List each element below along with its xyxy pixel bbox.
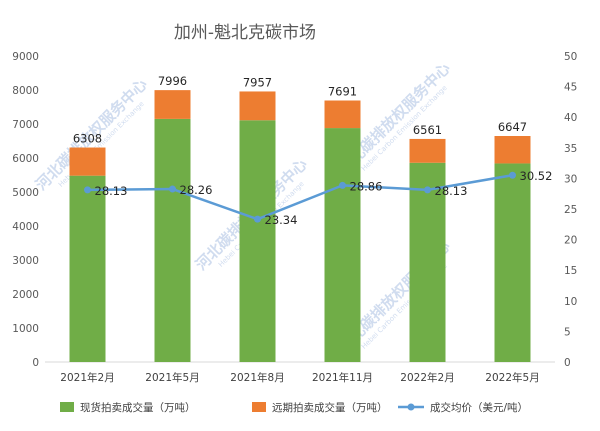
bar-total-label: 6561 xyxy=(413,123,442,137)
price-point[interactable] xyxy=(84,186,91,194)
bar-forward[interactable] xyxy=(239,91,276,121)
y-right-tick-label: 20 xyxy=(564,235,577,247)
price-data-label: 28.26 xyxy=(180,183,213,197)
y-left-tick-label: 7000 xyxy=(12,119,39,131)
x-tick-label: 2022年5月 xyxy=(485,371,539,384)
x-tick-label: 2021年8月 xyxy=(230,371,284,384)
y-left-tick-label: 6000 xyxy=(12,153,39,165)
bar-spot[interactable] xyxy=(154,118,191,363)
y-right-tick-label: 40 xyxy=(564,112,577,124)
y-left-tick-label: 9000 xyxy=(12,51,39,63)
bar-total-label: 7996 xyxy=(158,74,187,88)
chart-title: 加州-魁北克碳市场 xyxy=(174,23,316,43)
x-tick-label: 2021年11月 xyxy=(312,371,373,384)
bar-forward[interactable] xyxy=(69,147,106,176)
price-data-label: 23.34 xyxy=(265,213,298,227)
bar-total-label: 6308 xyxy=(73,132,102,146)
x-tick-label: 2021年5月 xyxy=(145,371,199,384)
price-data-label: 28.13 xyxy=(95,184,128,198)
legend-item[interactable]: 成交均价（美元/吨） xyxy=(398,401,528,414)
y-left-tick-label: 8000 xyxy=(12,85,39,97)
y-right-tick-label: 35 xyxy=(564,143,577,155)
y-left-tick-label: 5000 xyxy=(12,187,39,199)
y-left-tick-label: 4000 xyxy=(12,221,39,233)
price-data-label: 30.52 xyxy=(520,169,553,183)
price-point[interactable] xyxy=(169,185,176,193)
legend-label: 远期拍卖成交量（万吨） xyxy=(272,401,388,414)
price-data-label: 28.13 xyxy=(435,184,468,198)
price-data-label: 28.86 xyxy=(350,179,383,193)
price-point[interactable] xyxy=(339,181,346,189)
y-right-tick-label: 30 xyxy=(564,173,577,185)
bar-spot[interactable] xyxy=(494,163,531,362)
y-right-tick-label: 50 xyxy=(564,51,577,63)
legend-label: 成交均价（美元/吨） xyxy=(430,401,528,414)
legend-swatch xyxy=(60,402,74,412)
legend-label: 现货拍卖成交量（万吨） xyxy=(80,401,196,414)
bar-forward[interactable] xyxy=(324,100,361,129)
bar-spot[interactable] xyxy=(69,175,106,362)
bar-total-label: 6647 xyxy=(498,120,527,134)
y-left-tick-label: 1000 xyxy=(12,323,39,335)
bar-forward[interactable] xyxy=(154,90,191,119)
price-point[interactable] xyxy=(509,171,516,179)
legend-item[interactable]: 现货拍卖成交量（万吨） xyxy=(60,401,196,414)
y-right-tick-label: 5 xyxy=(564,326,571,338)
y-right-tick-label: 25 xyxy=(564,204,577,216)
y-left-tick-label: 0 xyxy=(32,357,39,369)
y-right-tick-label: 0 xyxy=(564,357,571,369)
bar-forward[interactable] xyxy=(494,136,531,164)
bar-total-label: 7957 xyxy=(243,75,272,89)
bar-spot[interactable] xyxy=(409,162,446,362)
bar-total-label: 7691 xyxy=(328,85,357,99)
x-tick-label: 2022年2月 xyxy=(400,371,454,384)
price-line xyxy=(87,173,513,221)
x-tick-label: 2021年2月 xyxy=(60,371,114,384)
price-point[interactable] xyxy=(424,186,431,194)
legend-swatch xyxy=(252,402,266,412)
bar-spot[interactable] xyxy=(324,128,361,362)
y-right-tick-label: 45 xyxy=(564,82,577,94)
y-left-tick-label: 3000 xyxy=(12,255,39,267)
y-right-tick-label: 15 xyxy=(564,265,577,277)
legend-marker xyxy=(407,403,415,411)
price-point[interactable] xyxy=(254,215,261,223)
bar-spot[interactable] xyxy=(239,120,276,362)
bar-forward[interactable] xyxy=(409,138,446,163)
y-left-tick-label: 2000 xyxy=(12,289,39,301)
y-right-tick-label: 10 xyxy=(564,296,577,308)
legend-item[interactable]: 远期拍卖成交量（万吨） xyxy=(252,401,388,414)
